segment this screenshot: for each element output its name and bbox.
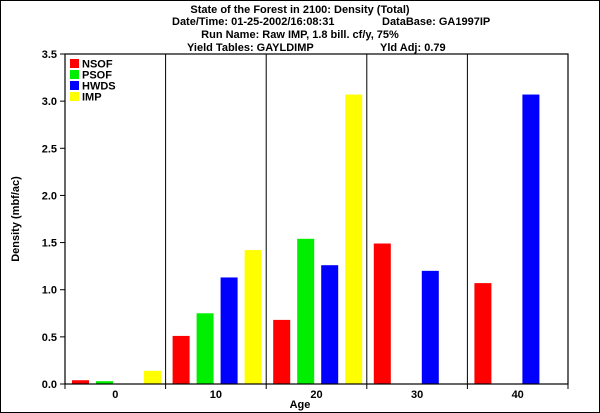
y-tick-label: 0.5 — [42, 332, 57, 344]
x-tick-label-40: 40 — [512, 389, 524, 401]
y-axis: 0.0 0.5 1.0 1.5 2.0 2.5 3.0 3.5 — [42, 49, 65, 391]
vertical-gridlines — [165, 54, 468, 384]
bar-nsof-10 — [172, 335, 190, 384]
bar-nsof-0 — [72, 380, 89, 384]
legend-swatch-imp — [70, 92, 79, 101]
bar-hwds-30 — [421, 270, 439, 384]
bar-nsof-30 — [373, 243, 391, 384]
y-tick-label: 1.0 — [42, 285, 57, 297]
bar-series — [72, 94, 540, 385]
bar-imp-0 — [144, 370, 161, 384]
bar-imp-20 — [345, 94, 363, 385]
header-yld-adj: Yld Adj: 0.79 — [380, 42, 446, 54]
bar-hwds-20 — [321, 265, 339, 384]
y-tick-label: 1.5 — [42, 238, 57, 250]
header-run-name: Run Name: Raw IMP, 1.8 bill. cf/y, 75% — [201, 29, 399, 41]
y-tick-label: 3.0 — [42, 96, 57, 108]
x-tick-label-10: 10 — [210, 389, 222, 401]
y-tick-label: 2.0 — [42, 190, 57, 202]
bar-nsof-40 — [474, 283, 492, 384]
bar-hwds-40 — [522, 94, 540, 385]
bar-imp-10 — [244, 250, 262, 384]
bar-psof-0 — [96, 381, 113, 384]
x-tick-label-30: 30 — [411, 389, 423, 401]
bar-nsof-20 — [273, 319, 291, 384]
legend-label-hwds: HWDS — [82, 81, 116, 93]
plot-area — [64, 53, 569, 385]
header-datetime: Date/Time: 01-25-2002/16:08:31 — [172, 16, 334, 28]
bar-psof-20 — [297, 238, 315, 384]
header-yield-tables: Yield Tables: GAYLDIMP — [187, 42, 314, 54]
y-tick-label: 3.5 — [42, 49, 57, 61]
bar-hwds-10 — [220, 277, 238, 384]
legend-label-psof: PSOF — [82, 70, 112, 82]
y-tick-label: 0.0 — [42, 379, 57, 391]
chart-title: State of the Forest in 2100: Density (To… — [190, 4, 410, 16]
x-tick-label-20: 20 — [310, 389, 322, 401]
legend-swatch-psof — [70, 70, 79, 79]
x-axis-label: Age — [290, 399, 311, 411]
bar-psof-10 — [196, 313, 214, 384]
legend-swatch-hwds — [70, 81, 79, 90]
y-axis-label: Density (mbf/ac) — [10, 176, 22, 262]
x-tick-label-0: 0 — [112, 389, 118, 401]
y-tick-label: 2.5 — [42, 143, 57, 155]
legend-swatch-nsof — [70, 59, 79, 68]
legend-label-nsof: NSOF — [82, 59, 113, 71]
x-axis: 0 10 20 30 40 — [64, 384, 569, 401]
header-database: DataBase: GA1997IP — [382, 16, 490, 28]
legend-label-imp: IMP — [82, 92, 102, 104]
